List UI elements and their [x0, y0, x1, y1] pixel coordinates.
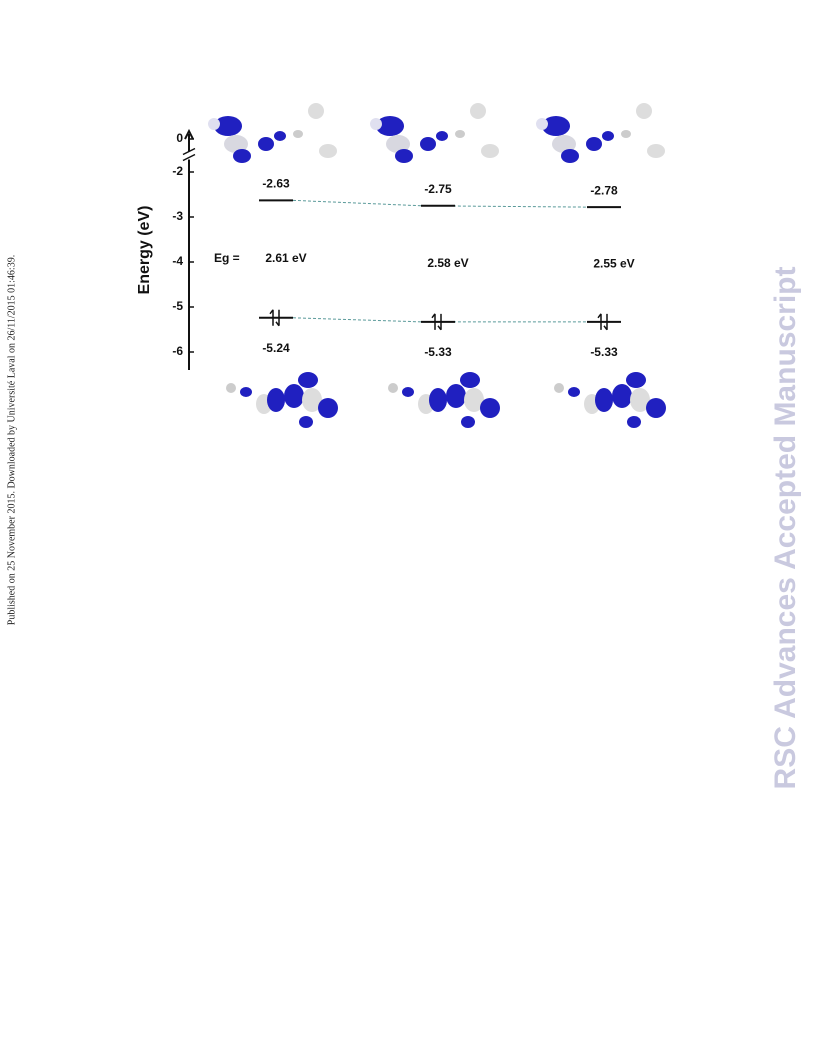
axis-break-gap: [186, 151, 192, 160]
level-connector: [292, 317, 587, 323]
orbital-image: [226, 372, 338, 428]
orbital-image: [388, 372, 500, 428]
y-tick-label: -3: [172, 209, 183, 223]
y-tick-label: -6: [172, 344, 183, 358]
electron-pair: [431, 313, 442, 331]
y-axis-label: Energy (eV): [136, 206, 153, 295]
axis-break: [182, 153, 196, 162]
homo-label: -5.33: [424, 345, 452, 359]
electron-pair: [597, 313, 608, 331]
gap-label: Eg =: [214, 251, 240, 265]
electron-pair: [269, 309, 280, 327]
lumo-label: -2.75: [424, 182, 452, 196]
level-connector: [292, 199, 588, 208]
homo-label: -5.24: [262, 341, 290, 355]
gap-value: 2.55 eV: [593, 257, 634, 271]
chart: 0 -2 -3 -4 -5 -6 -2.63 -2.75 -2.78 -5.24 -5.33 -5.3…: [172, 103, 666, 428]
side-note: Published on 25 November 2015. Downloade…: [6, 255, 17, 625]
orbital-image: [536, 103, 665, 163]
y-tick-label: -4: [172, 254, 183, 268]
axis-break: [182, 147, 196, 156]
lumo-label: -2.78: [590, 183, 618, 197]
y-tick-label: -2: [172, 164, 183, 178]
lumo-label: -2.63: [262, 177, 290, 191]
gap-value: 2.61 eV: [265, 251, 306, 265]
orbital-image: [208, 103, 337, 163]
gap-value: 2.58 eV: [427, 256, 468, 270]
axis-arrow: [184, 128, 194, 140]
orbital-image: [370, 103, 499, 163]
orbital-image: [554, 372, 666, 428]
watermark: RSC Advances Accepted Manuscript: [769, 267, 802, 790]
y-tick-label: -5: [172, 299, 183, 313]
y-tick-label: 0: [176, 131, 183, 145]
homo-label: -5.33: [590, 345, 618, 359]
